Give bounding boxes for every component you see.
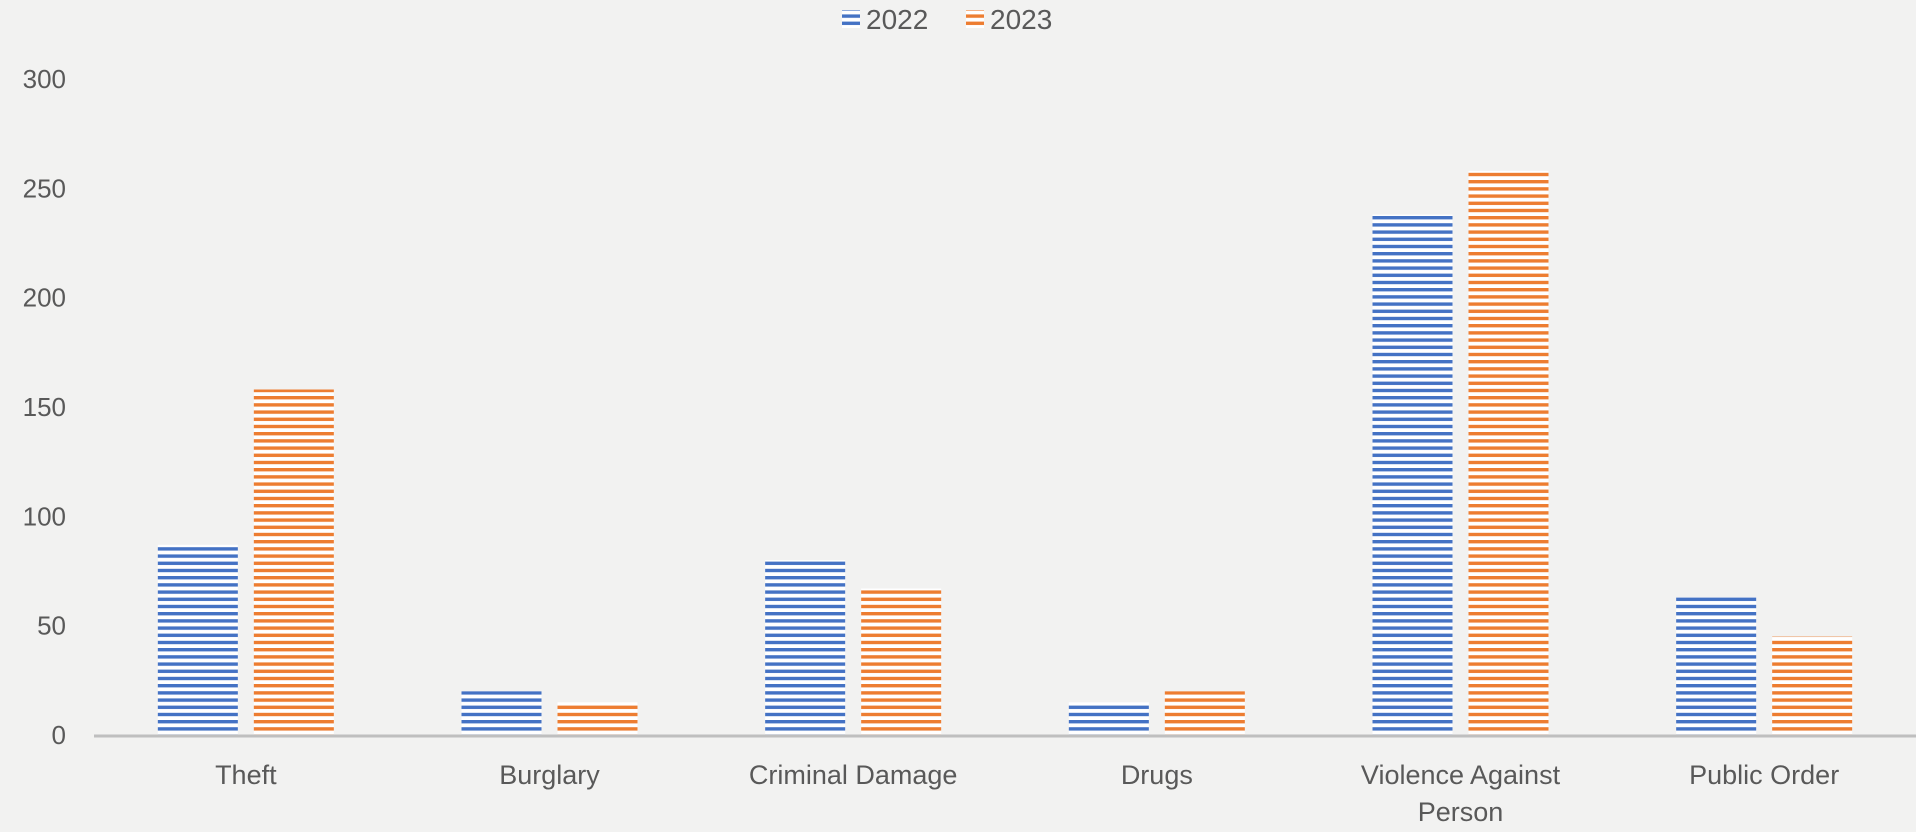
x-category-label: Criminal Damage: [749, 760, 958, 790]
x-category-label: Theft: [215, 760, 277, 790]
bar-2022-burglary: [461, 691, 542, 735]
bar-2022-drugs: [1068, 702, 1149, 735]
y-tick-label: 100: [23, 501, 66, 531]
bar-2023-public-order: [1772, 636, 1853, 735]
legend-label: 2023: [990, 4, 1052, 35]
bar-2023-drugs: [1164, 691, 1245, 735]
legend-label: 2022: [866, 4, 928, 35]
bar-2023-burglary: [557, 702, 638, 735]
y-axis: 0 50 100 150 200 250 300: [23, 64, 66, 750]
x-category-label: Drugs: [1121, 760, 1193, 790]
bar-2023-violence-against-person: [1468, 170, 1549, 736]
y-tick-label: 300: [23, 64, 66, 94]
bar-2023-criminal-damage: [861, 588, 942, 735]
bar-2022-criminal-damage: [765, 560, 846, 735]
y-tick-label: 150: [23, 392, 66, 422]
legend: 2022 2023: [842, 4, 1052, 35]
legend-swatch: [966, 10, 984, 28]
x-category-label: Burglary: [499, 760, 600, 790]
bar-2022-public-order: [1676, 597, 1757, 735]
bars: [157, 170, 1853, 736]
legend-item-2023: 2023: [966, 4, 1052, 35]
y-tick-label: 200: [23, 283, 66, 313]
bar-2022-violence-against-person: [1372, 214, 1453, 735]
x-axis: Theft Burglary Criminal Damage Drugs Violenc…: [94, 734, 1916, 827]
y-tick-label: 250: [23, 173, 66, 203]
x-category-label: Public Order: [1689, 760, 1839, 790]
x-category-label: Violence Against Person: [1361, 760, 1561, 827]
y-tick-label: 50: [37, 611, 66, 641]
legend-item-2022: 2022: [842, 4, 928, 35]
legend-swatch: [842, 10, 860, 28]
y-tick-label: 0: [52, 720, 66, 750]
bar-2023-theft: [253, 389, 334, 735]
bar-2022-theft: [157, 544, 238, 735]
